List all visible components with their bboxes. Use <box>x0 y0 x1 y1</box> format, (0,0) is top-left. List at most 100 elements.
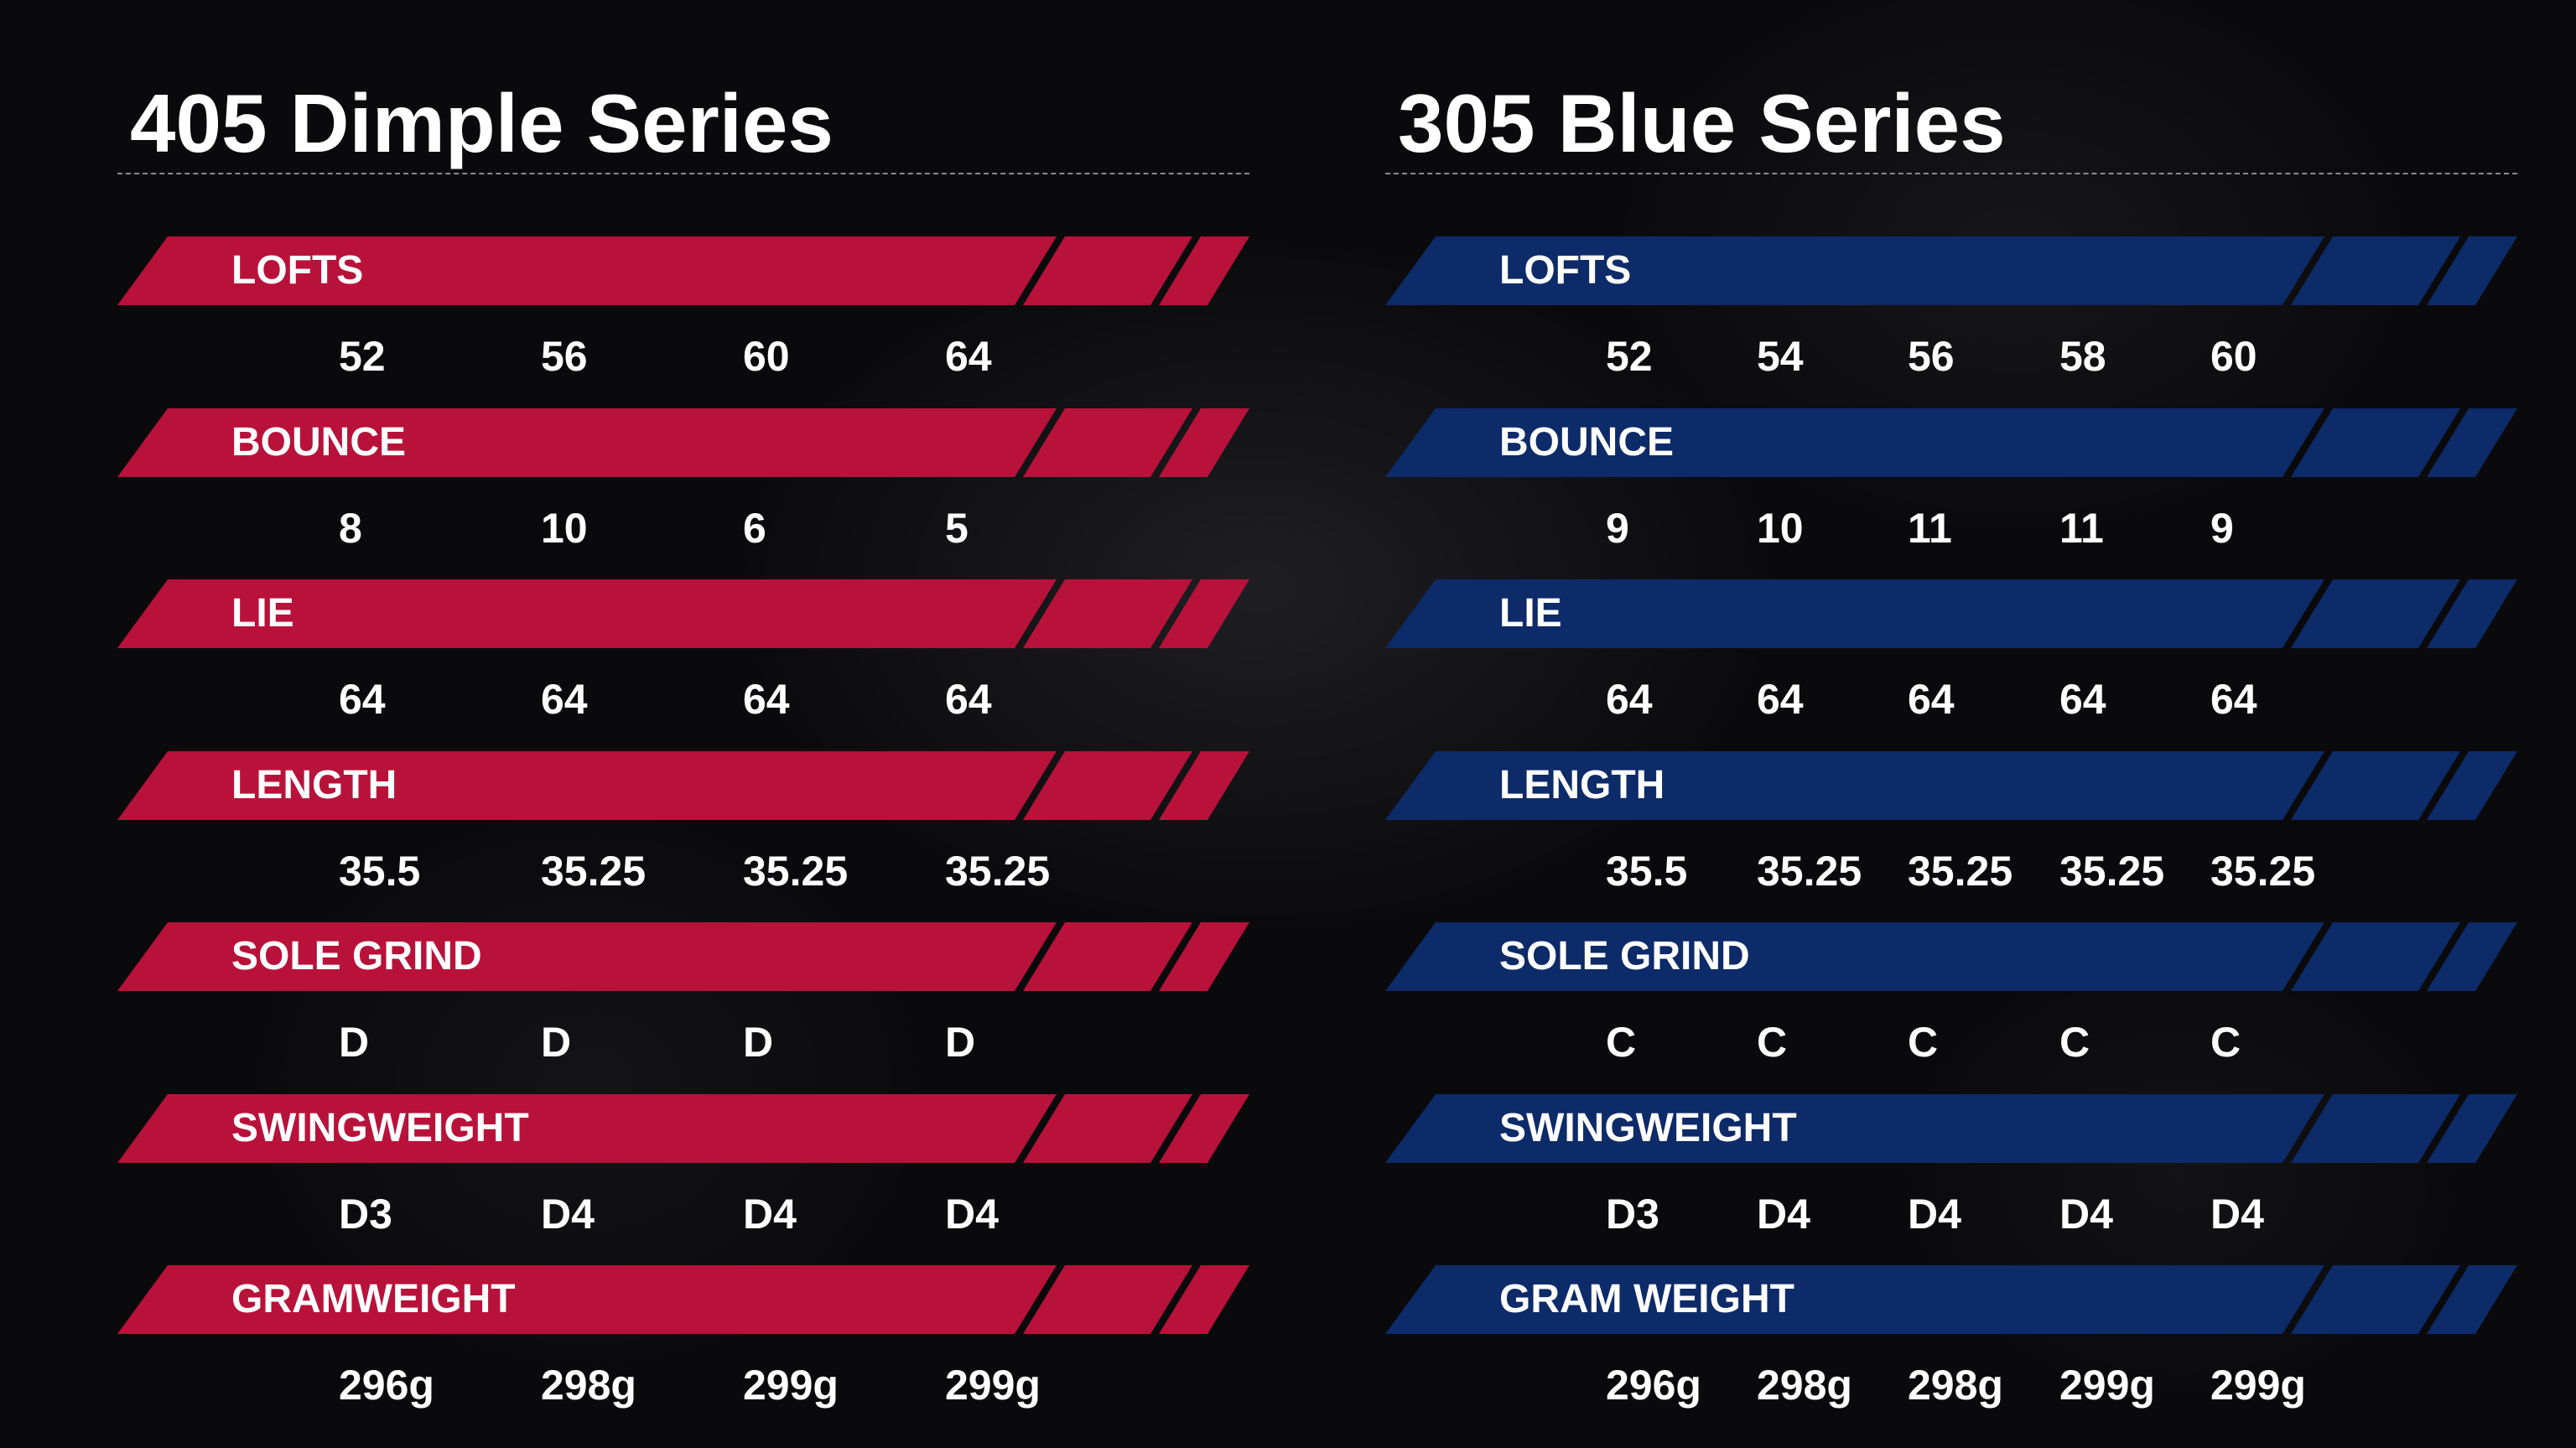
spec-value: C <box>2059 1019 2090 1066</box>
spec-row-bounce: BOUNCE 8 10 6 5 <box>117 407 1249 579</box>
spec-value: D4 <box>541 1190 595 1238</box>
blue-series-title: 305 Blue Series <box>1398 77 2006 169</box>
spec-value: D3 <box>339 1190 392 1238</box>
band-shape <box>117 236 1249 305</box>
spec-row-sole-grind: SOLE GRIND C C C C C <box>1385 922 2517 1093</box>
band-shape <box>117 750 1249 820</box>
spec-value: 60 <box>743 333 790 380</box>
band-shape <box>1385 750 2517 820</box>
spec-value: 52 <box>339 333 386 380</box>
band-main-segment <box>117 579 1057 648</box>
band-shape <box>117 922 1249 991</box>
spec-row-lofts: LOFTS 52 56 60 64 <box>117 236 1249 407</box>
band-shape <box>1385 407 2517 477</box>
spec-band: LENGTH <box>1385 750 2517 820</box>
band-stripe-segment <box>1023 750 1192 820</box>
spec-value: D4 <box>1908 1190 1961 1238</box>
spec-value: C <box>1606 1019 1637 1066</box>
band-main-segment <box>117 750 1057 820</box>
spec-band: LIE <box>117 579 1249 648</box>
spec-value: 56 <box>1908 333 1955 380</box>
band-main-segment <box>1385 579 2324 648</box>
spec-value: D4 <box>743 1190 797 1238</box>
spec-value: 64 <box>945 676 992 723</box>
spec-value: 54 <box>1757 333 1804 380</box>
band-stripe-segment <box>2427 922 2517 991</box>
band-main-segment <box>1385 1093 2324 1163</box>
spec-values: 9 10 11 11 9 <box>1385 503 2517 553</box>
spec-value: 8 <box>339 504 362 552</box>
band-stripe-segment <box>1159 579 1249 648</box>
spec-row-swingweight: SWINGWEIGHT D3 D4 D4 D4 <box>117 1093 1249 1265</box>
band-stripe-segment <box>1159 236 1249 305</box>
spec-values: 64 64 64 64 64 <box>1385 674 2517 724</box>
band-main-segment <box>117 407 1057 477</box>
dimple-series-title: 405 Dimple Series <box>130 77 834 169</box>
spec-value: 5 <box>945 504 969 552</box>
spec-values: 64 64 64 64 <box>117 674 1249 724</box>
spec-value: 56 <box>541 333 588 380</box>
band-shape <box>1385 1093 2517 1163</box>
spec-value: 35.5 <box>1606 847 1688 895</box>
spec-label: SWINGWEIGHT <box>1499 1105 1797 1150</box>
spec-label: LOFTS <box>231 248 364 293</box>
band-stripe-segment <box>2291 750 2460 820</box>
spec-value: 35.25 <box>2059 847 2165 895</box>
spec-label: GRAM WEIGHT <box>1499 1277 1794 1321</box>
spec-value: 296g <box>339 1362 434 1409</box>
spec-label: SOLE GRIND <box>1499 934 1750 978</box>
spec-values: D3 D4 D4 D4 D4 <box>1385 1189 2517 1239</box>
spec-value: 60 <box>2210 333 2257 380</box>
spec-row-length: LENGTH 35.5 35.25 35.25 35.25 <box>117 750 1249 922</box>
spec-value: 299g <box>2059 1362 2155 1409</box>
spec-row-length: LENGTH 35.5 35.25 35.25 35.25 35.25 <box>1385 750 2517 922</box>
spec-band: BOUNCE <box>117 407 1249 477</box>
band-main-segment <box>117 1265 1057 1334</box>
spec-value: D4 <box>1757 1190 1810 1238</box>
spec-value: 35.25 <box>541 847 647 895</box>
spec-label: BOUNCE <box>1499 419 1675 465</box>
spec-label: LIE <box>231 591 294 636</box>
spec-values: 52 54 56 58 60 <box>1385 331 2517 381</box>
spec-label: LIE <box>1499 591 1562 636</box>
band-stripe-segment <box>2427 407 2517 477</box>
band-shape <box>117 407 1249 477</box>
band-stripe-segment <box>1023 407 1192 477</box>
spec-value: 35.5 <box>339 847 421 895</box>
spec-value: 64 <box>541 676 588 723</box>
band-main-segment <box>117 922 1057 991</box>
spec-band: LIE <box>1385 579 2517 648</box>
spec-row-lie: LIE 64 64 64 64 64 <box>1385 579 2517 750</box>
spec-value: D <box>743 1019 774 1066</box>
band-stripe-segment <box>2427 1265 2517 1334</box>
band-stripe-segment <box>1159 407 1249 477</box>
spec-value: 11 <box>1908 504 1952 552</box>
spec-label: BOUNCE <box>231 419 407 465</box>
spec-band: SOLE GRIND <box>117 922 1249 991</box>
spec-value: 52 <box>1606 333 1653 380</box>
band-stripe-segment <box>2291 407 2460 477</box>
spec-value: 35.25 <box>2210 847 2316 895</box>
spec-value: D4 <box>945 1190 999 1238</box>
band-stripe-segment <box>2427 750 2517 820</box>
dimple-title-divider <box>117 173 1249 174</box>
spec-row-lofts: LOFTS 52 54 56 58 60 <box>1385 236 2517 407</box>
spec-value: 64 <box>1908 676 1955 723</box>
spec-value: 9 <box>2210 504 2234 552</box>
spec-values: 35.5 35.25 35.25 35.25 35.25 <box>1385 846 2517 896</box>
spec-row-gram-weight: GRAM WEIGHT 296g 298g 298g 299g 299g <box>1385 1265 2517 1436</box>
band-stripe-segment <box>1023 1265 1192 1334</box>
spec-label: LENGTH <box>1499 762 1665 807</box>
spec-value: 298g <box>1908 1362 2003 1409</box>
spec-value: 298g <box>541 1362 636 1409</box>
spec-value: 11 <box>2059 504 2104 552</box>
dimple-series-panel: 405 Dimple Series LOFTS 52 56 60 64 BOUNCE 8 10… <box>117 0 1249 1448</box>
spec-band: LENGTH <box>117 750 1249 820</box>
spec-value: 299g <box>743 1362 839 1409</box>
band-stripe-segment <box>2291 922 2460 991</box>
spec-value: D4 <box>2210 1190 2264 1238</box>
band-main-segment <box>1385 407 2324 477</box>
spec-values: 52 56 60 64 <box>117 331 1249 381</box>
band-stripe-segment <box>2427 1093 2517 1163</box>
